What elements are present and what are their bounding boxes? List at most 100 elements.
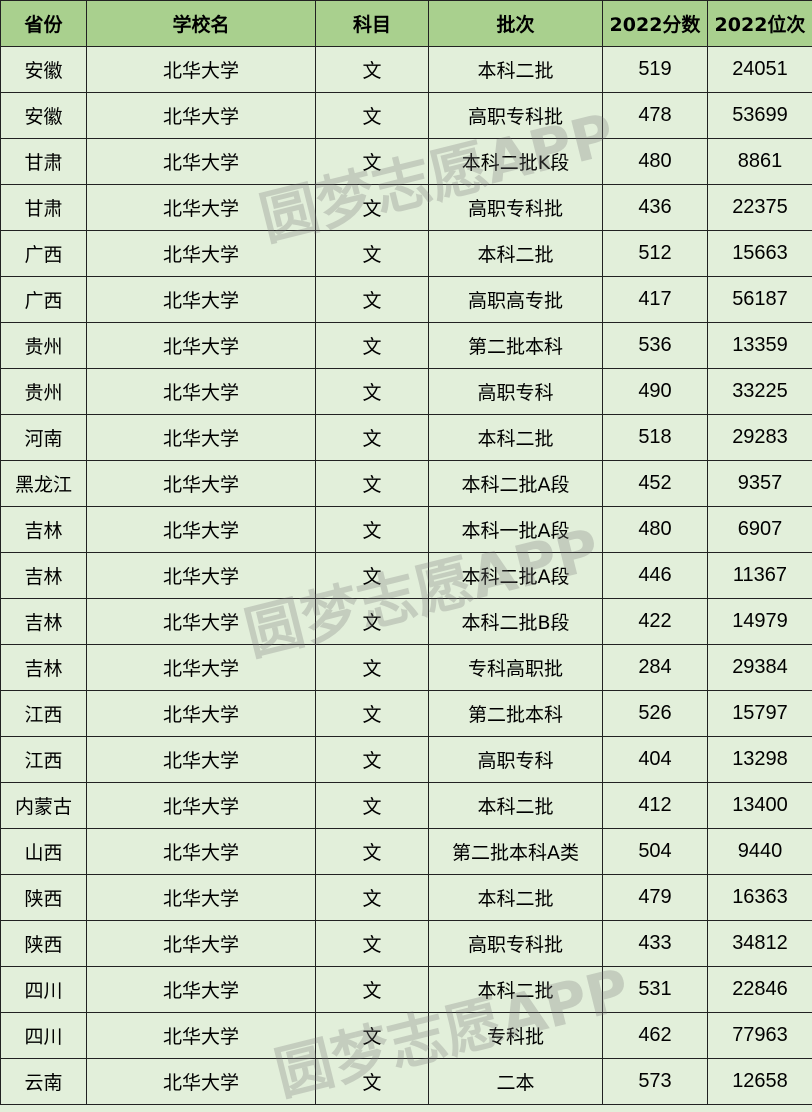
cell-subject: 文 xyxy=(316,783,429,829)
cell-score: 526 xyxy=(603,691,708,737)
header-score: 2022分数 xyxy=(603,1,708,47)
cell-score: 446 xyxy=(603,553,708,599)
cell-score: 478 xyxy=(603,93,708,139)
cell-province: 广西 xyxy=(1,231,87,277)
cell-batch: 高职专科 xyxy=(429,369,603,415)
cell-school: 北华大学 xyxy=(87,691,316,737)
cell-province: 内蒙古 xyxy=(1,783,87,829)
cell-school: 北华大学 xyxy=(87,921,316,967)
cell-score: 512 xyxy=(603,231,708,277)
cell-school: 北华大学 xyxy=(87,737,316,783)
cell-batch: 本科二批B段 xyxy=(429,599,603,645)
cell-score: 531 xyxy=(603,967,708,1013)
cell-subject: 文 xyxy=(316,875,429,921)
cell-rank: 34812 xyxy=(708,921,812,967)
cell-province: 陕西 xyxy=(1,875,87,921)
cell-subject: 文 xyxy=(316,369,429,415)
cell-score: 404 xyxy=(603,737,708,783)
cell-school: 北华大学 xyxy=(87,967,316,1013)
cell-school: 北华大学 xyxy=(87,599,316,645)
cell-rank: 12658 xyxy=(708,1059,812,1105)
cell-subject: 文 xyxy=(316,645,429,691)
cell-school: 北华大学 xyxy=(87,93,316,139)
header-subject: 科目 xyxy=(316,1,429,47)
cell-batch: 本科二批 xyxy=(429,415,603,461)
cell-school: 北华大学 xyxy=(87,875,316,921)
cell-province: 吉林 xyxy=(1,599,87,645)
cell-school: 北华大学 xyxy=(87,553,316,599)
cell-province: 贵州 xyxy=(1,323,87,369)
cell-subject: 文 xyxy=(316,139,429,185)
cell-school: 北华大学 xyxy=(87,783,316,829)
cell-school: 北华大学 xyxy=(87,507,316,553)
header-rank: 2022位次 xyxy=(708,1,812,47)
cell-subject: 文 xyxy=(316,967,429,1013)
cell-school: 北华大学 xyxy=(87,645,316,691)
cell-subject: 文 xyxy=(316,47,429,93)
cell-province: 安徽 xyxy=(1,93,87,139)
cell-province: 山西 xyxy=(1,829,87,875)
cell-batch: 本科二批 xyxy=(429,783,603,829)
cell-rank: 9440 xyxy=(708,829,812,875)
cell-school: 北华大学 xyxy=(87,1059,316,1105)
cell-rank: 14979 xyxy=(708,599,812,645)
cell-score: 536 xyxy=(603,323,708,369)
cell-school: 北华大学 xyxy=(87,1013,316,1059)
cell-rank: 9357 xyxy=(708,461,812,507)
cell-score: 480 xyxy=(603,507,708,553)
cell-subject: 文 xyxy=(316,507,429,553)
cell-province: 甘肃 xyxy=(1,139,87,185)
cell-batch: 专科批 xyxy=(429,1013,603,1059)
cell-score: 452 xyxy=(603,461,708,507)
cell-rank: 6907 xyxy=(708,507,812,553)
cell-subject: 文 xyxy=(316,415,429,461)
cell-score: 518 xyxy=(603,415,708,461)
cell-province: 江西 xyxy=(1,691,87,737)
header-row: 省份 学校名 科目 批次 2022分数 2022位次 xyxy=(1,1,812,47)
cell-batch: 本科二批A段 xyxy=(429,553,603,599)
cell-province: 广西 xyxy=(1,277,87,323)
cell-rank: 13400 xyxy=(708,783,812,829)
cell-score: 422 xyxy=(603,599,708,645)
cell-rank: 15663 xyxy=(708,231,812,277)
cell-province: 吉林 xyxy=(1,553,87,599)
cell-subject: 文 xyxy=(316,599,429,645)
cell-score: 284 xyxy=(603,645,708,691)
cell-score: 436 xyxy=(603,185,708,231)
cell-batch: 第二批本科A类 xyxy=(429,829,603,875)
cell-rank: 11367 xyxy=(708,553,812,599)
cell-rank: 8861 xyxy=(708,139,812,185)
cell-province: 甘肃 xyxy=(1,185,87,231)
cell-rank: 33225 xyxy=(708,369,812,415)
cell-batch: 本科二批 xyxy=(429,231,603,277)
cell-score: 417 xyxy=(603,277,708,323)
cell-school: 北华大学 xyxy=(87,185,316,231)
cell-rank: 22375 xyxy=(708,185,812,231)
cell-rank: 24051 xyxy=(708,47,812,93)
cell-rank: 29384 xyxy=(708,645,812,691)
cell-batch: 专科高职批 xyxy=(429,645,603,691)
cell-school: 北华大学 xyxy=(87,139,316,185)
cell-batch: 本科二批 xyxy=(429,47,603,93)
cell-subject: 文 xyxy=(316,461,429,507)
cell-school: 北华大学 xyxy=(87,415,316,461)
cell-province: 吉林 xyxy=(1,645,87,691)
cell-rank: 16363 xyxy=(708,875,812,921)
cell-batch: 本科二批K段 xyxy=(429,139,603,185)
cell-province: 陕西 xyxy=(1,921,87,967)
